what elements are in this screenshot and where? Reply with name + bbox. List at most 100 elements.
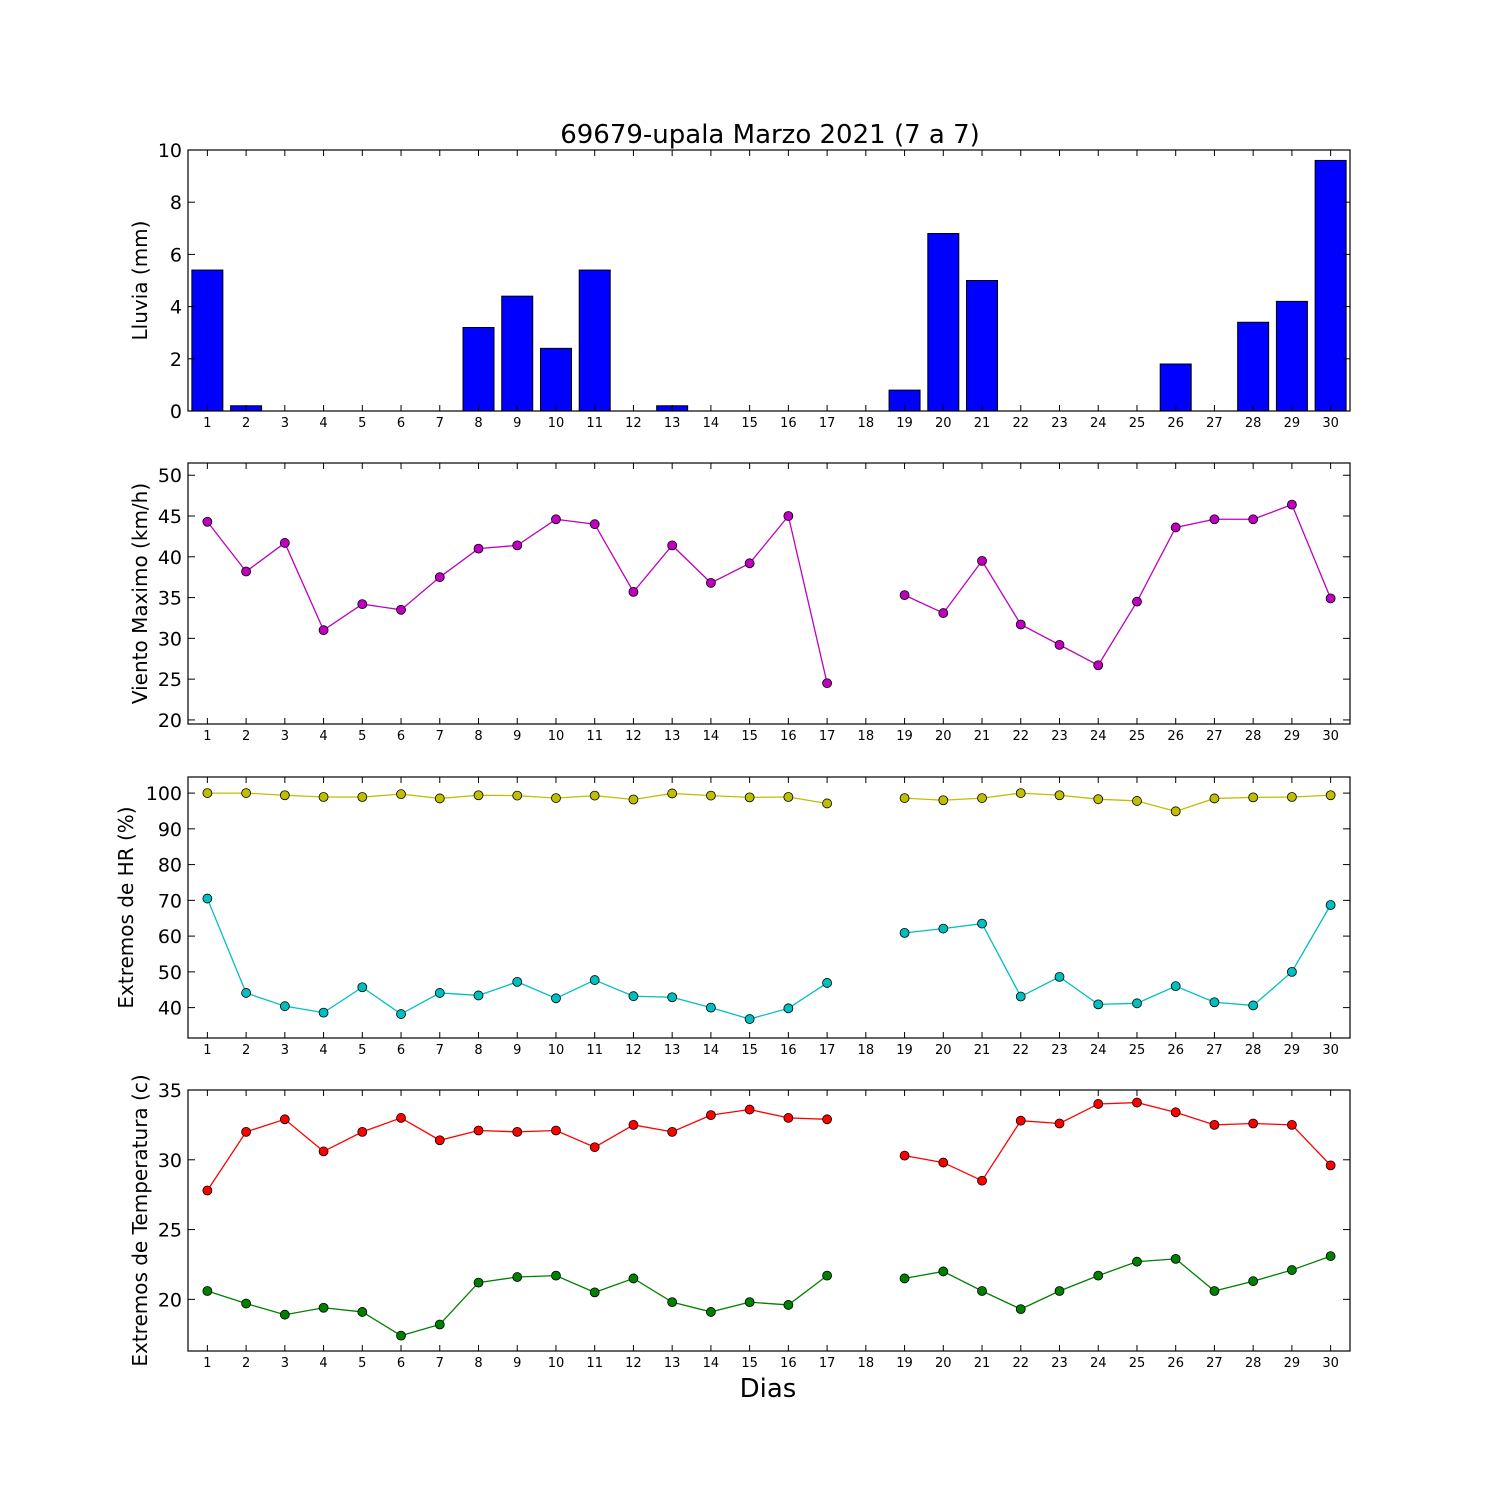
y-tick-label: 4 <box>170 297 182 319</box>
point-day-1 <box>202 1286 213 1296</box>
x-tick-label: 21 <box>974 1043 991 1058</box>
point-day-9 <box>512 790 523 801</box>
point-day-29 <box>1287 1265 1297 1275</box>
point-day-2 <box>241 788 252 798</box>
point-day-27 <box>1209 793 1220 804</box>
x-tick-label: 30 <box>1322 1043 1339 1058</box>
point-day-20 <box>938 923 949 934</box>
bar-day-1 <box>191 269 224 412</box>
x-tick-label: 14 <box>703 1356 720 1371</box>
point-day-28 <box>1248 1000 1259 1011</box>
point-day-13 <box>667 992 678 1003</box>
x-tick-label: 19 <box>896 729 913 744</box>
point-day-9 <box>512 540 523 551</box>
x-tick-label: 6 <box>397 1043 405 1058</box>
x-tick-label: 15 <box>741 1043 758 1058</box>
point-day-30 <box>1325 1160 1336 1171</box>
point-day-17 <box>822 798 832 809</box>
y-axis-label: Extremos de HR (%) <box>114 806 138 1008</box>
point-day-15 <box>744 1297 755 1308</box>
y-tick-label: 40 <box>158 547 182 569</box>
x-tick-label: 9 <box>513 1043 521 1058</box>
point-day-30 <box>1325 900 1336 910</box>
bar-day-30 <box>1314 159 1347 412</box>
y-tick-label: 40 <box>158 998 182 1020</box>
x-tick-label: 11 <box>586 729 603 744</box>
x-tick-label: 18 <box>858 729 875 744</box>
point-day-14 <box>706 790 716 801</box>
x-tick-label: 12 <box>625 1356 642 1371</box>
x-tick-label: 27 <box>1206 1356 1223 1371</box>
point-day-8 <box>473 790 484 801</box>
x-tick-label: 3 <box>281 416 289 431</box>
point-day-16 <box>783 511 794 521</box>
point-day-28 <box>1248 792 1259 803</box>
point-day-4 <box>318 792 329 802</box>
point-day-3 <box>279 1001 290 1012</box>
x-tick-label: 13 <box>664 729 681 744</box>
point-day-6 <box>396 604 406 615</box>
bar-day-20 <box>927 233 960 412</box>
point-day-1 <box>202 516 213 527</box>
x-tick-label: 6 <box>397 1356 405 1371</box>
axes-frame <box>187 1089 1351 1352</box>
point-day-22 <box>1015 1304 1026 1315</box>
point-day-4 <box>318 1302 329 1313</box>
point-day-22 <box>1015 619 1026 630</box>
point-day-12 <box>628 1273 639 1284</box>
point-day-21 <box>977 1286 987 1296</box>
point-day-12 <box>628 586 639 597</box>
point-day-5 <box>357 1307 368 1317</box>
point-day-22 <box>1015 1115 1026 1126</box>
point-day-24 <box>1093 794 1104 805</box>
y-axis-label: Lluvia (mm) <box>128 221 152 341</box>
x-tick-label: 25 <box>1129 729 1146 744</box>
point-day-8 <box>473 990 484 1001</box>
x-tick-label: 10 <box>548 1043 565 1058</box>
x-tick-label: 8 <box>474 1356 482 1371</box>
point-day-3 <box>279 1309 290 1320</box>
x-tick-label: 21 <box>974 1356 991 1371</box>
point-day-24 <box>1093 1270 1104 1281</box>
point-day-25 <box>1132 998 1142 1009</box>
series-1-line <box>904 792 1331 812</box>
axes-frame <box>187 776 1351 1039</box>
x-tick-label: 26 <box>1167 416 1184 431</box>
point-day-29 <box>1287 966 1297 977</box>
x-tick-label: 28 <box>1245 416 1262 431</box>
x-tick-label: 20 <box>935 1356 952 1371</box>
x-tick-label: 17 <box>819 729 836 744</box>
x-tick-label: 4 <box>319 729 327 744</box>
point-day-26 <box>1170 522 1181 533</box>
x-tick-label: 19 <box>896 1043 913 1058</box>
point-day-20 <box>938 795 949 806</box>
point-day-26 <box>1170 1107 1181 1118</box>
point-day-15 <box>744 558 755 569</box>
axes-frame <box>187 462 1351 725</box>
x-tick-label: 28 <box>1245 729 1262 744</box>
point-day-1 <box>202 1185 213 1196</box>
x-tick-label: 26 <box>1167 1356 1184 1371</box>
chart-title: 69679-upala Marzo 2021 (7 a 7) <box>560 120 980 150</box>
y-tick-label: 50 <box>158 962 182 984</box>
series-1-line <box>904 1101 1332 1182</box>
x-tick-label: 16 <box>780 1356 797 1371</box>
x-tick-label: 4 <box>319 1356 327 1371</box>
point-day-24 <box>1093 1099 1104 1109</box>
x-tick-label: 18 <box>858 1356 875 1371</box>
x-tick-label: 1 <box>203 729 211 744</box>
x-tick-label: 16 <box>780 729 797 744</box>
x-tick-label: 15 <box>741 729 758 744</box>
point-day-15 <box>744 1104 755 1115</box>
x-tick-label: 17 <box>819 1043 836 1058</box>
x-tick-label: 6 <box>397 416 405 431</box>
x-tick-label: 28 <box>1245 1356 1262 1371</box>
point-day-9 <box>512 1272 523 1282</box>
point-day-7 <box>434 1319 445 1330</box>
point-day-16 <box>783 1003 794 1014</box>
y-tick-label: 30 <box>158 1150 182 1172</box>
x-tick-label: 18 <box>858 1043 875 1058</box>
point-day-2 <box>241 1126 252 1137</box>
x-tick-label: 5 <box>358 729 366 744</box>
